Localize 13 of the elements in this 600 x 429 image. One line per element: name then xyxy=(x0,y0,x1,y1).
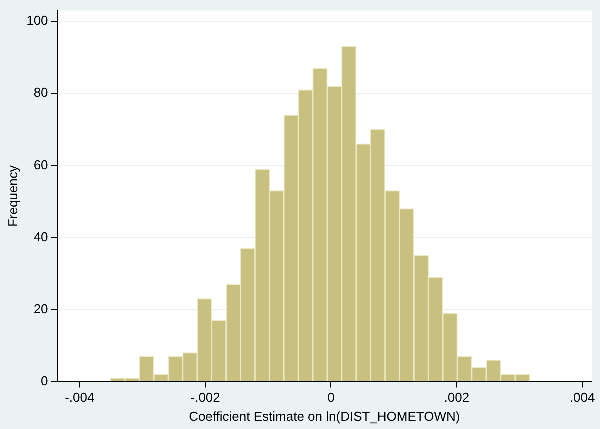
y-tick-label: 80 xyxy=(34,85,48,100)
x-tick-label: .004 xyxy=(570,390,596,406)
y-tick-label: 100 xyxy=(26,13,48,28)
x-tick-label: -.002 xyxy=(190,390,220,406)
x-tick-label: .002 xyxy=(444,390,470,406)
x-tick-label: -.004 xyxy=(65,390,95,406)
y-tick-label: 40 xyxy=(34,229,48,244)
x-axis-title: Coefficient Estimate on ln(DIST_HOMETOWN) xyxy=(189,408,460,424)
x-tick-label: 0 xyxy=(328,390,335,406)
y-tick-label: 0 xyxy=(41,373,48,388)
y-axis-title: Frequency xyxy=(5,165,20,228)
y-tick-label: 20 xyxy=(34,301,48,316)
y-tick-label: 60 xyxy=(34,157,48,172)
